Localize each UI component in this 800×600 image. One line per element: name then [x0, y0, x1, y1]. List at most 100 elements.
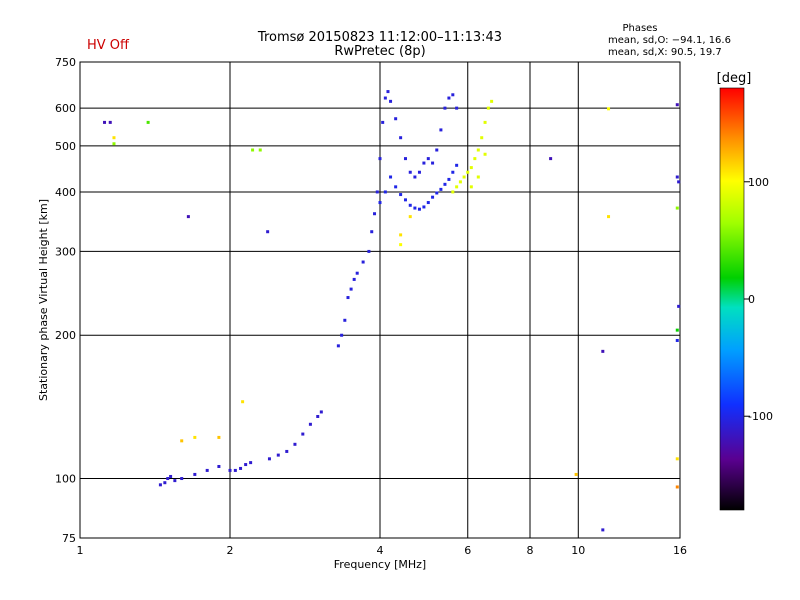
data-point [349, 287, 353, 291]
status-label: HV Off [87, 38, 130, 53]
data-point [490, 99, 494, 103]
data-point [466, 170, 470, 174]
data-point [675, 338, 679, 342]
data-point [285, 449, 289, 453]
colorbar-tick-label: 0 [748, 293, 755, 306]
data-point [408, 170, 412, 174]
chart-subtitle: RwPretec (8p) [334, 44, 425, 59]
data-point [480, 136, 484, 140]
data-point [413, 206, 417, 210]
data-point [483, 152, 487, 156]
data-point [462, 175, 466, 179]
data-point [426, 201, 430, 205]
data-point [403, 198, 407, 202]
data-point [431, 161, 435, 165]
data-point [675, 103, 679, 107]
data-point [399, 193, 403, 197]
y-tick-label: 500 [55, 140, 76, 153]
data-point [389, 175, 393, 179]
data-point [193, 435, 197, 439]
data-point [267, 457, 271, 461]
y-tick-label: 600 [55, 102, 76, 115]
data-point [439, 128, 443, 132]
data-point [486, 106, 490, 110]
data-point [675, 175, 679, 179]
data-point [228, 468, 232, 472]
data-point [476, 175, 480, 179]
data-point [675, 328, 679, 332]
data-point [343, 318, 347, 322]
data-point [473, 157, 477, 161]
data-point [244, 463, 248, 467]
data-point [399, 243, 403, 247]
chart-title: Tromsø 20150823 11:12:00–11:13:43 [257, 30, 502, 45]
data-point [469, 185, 473, 189]
axis-ticks: 1 2 4 6 8 10 16 75 100 200 300 400 500 600 750 [55, 56, 687, 557]
data-point [112, 136, 116, 140]
data-point [258, 148, 262, 152]
data-point [403, 157, 407, 161]
colorbar-tick-label: -100 [748, 410, 773, 423]
x-tick-label: 6 [464, 544, 471, 557]
data-point [431, 195, 435, 199]
data-point [675, 206, 679, 210]
data-point [451, 93, 455, 97]
data-point [370, 230, 374, 234]
data-point [677, 304, 681, 308]
data-point [186, 215, 190, 219]
data-point [301, 432, 305, 436]
data-point [426, 157, 430, 161]
data-point [361, 260, 365, 264]
data-point [375, 190, 379, 194]
data-point [435, 148, 439, 152]
data-point [458, 180, 462, 184]
data-point [103, 120, 107, 124]
data-point [169, 474, 173, 478]
data-point [383, 96, 387, 100]
data-point [439, 187, 443, 191]
data-point [677, 180, 681, 184]
data-point [607, 215, 611, 219]
data-point [381, 120, 385, 124]
colorbar-tick-label: 100 [748, 176, 769, 189]
data-point [408, 203, 412, 207]
data-point [483, 120, 487, 124]
data-point [601, 349, 605, 353]
y-tick-label: 200 [55, 329, 76, 342]
data-point [455, 106, 459, 110]
y-tick-label: 75 [62, 532, 76, 545]
data-point [476, 148, 480, 152]
data-point [451, 170, 455, 174]
y-tick-label: 100 [55, 473, 76, 486]
data-point [251, 148, 255, 152]
data-point [340, 333, 344, 337]
data-point [180, 477, 184, 481]
y-tick-label: 300 [55, 245, 76, 258]
data-point [422, 161, 426, 165]
data-point [601, 528, 605, 532]
data-point [469, 166, 473, 170]
data-point [316, 414, 320, 418]
x-tick-label: 10 [571, 544, 585, 557]
data-point [443, 182, 447, 186]
data-point [166, 477, 170, 481]
data-point [408, 215, 412, 219]
phases-stats-x: mean, sd,X: 90.5, 19.7 [608, 47, 722, 58]
data-point [455, 163, 459, 167]
data-point [193, 472, 197, 476]
x-tick-label: 8 [527, 544, 534, 557]
x-axis-label: Frequency [MHz] [334, 558, 426, 571]
data-point [352, 277, 356, 281]
y-tick-label: 400 [55, 186, 76, 199]
data-point [378, 201, 382, 205]
data-point [355, 271, 359, 275]
data-point [394, 185, 398, 189]
data-point [373, 212, 377, 216]
data-point [205, 468, 209, 472]
data-point [443, 106, 447, 110]
data-point [180, 439, 184, 443]
colorbar [719, 87, 745, 511]
x-tick-label: 2 [227, 544, 234, 557]
data-point [607, 107, 611, 111]
grid-lines [80, 62, 680, 538]
